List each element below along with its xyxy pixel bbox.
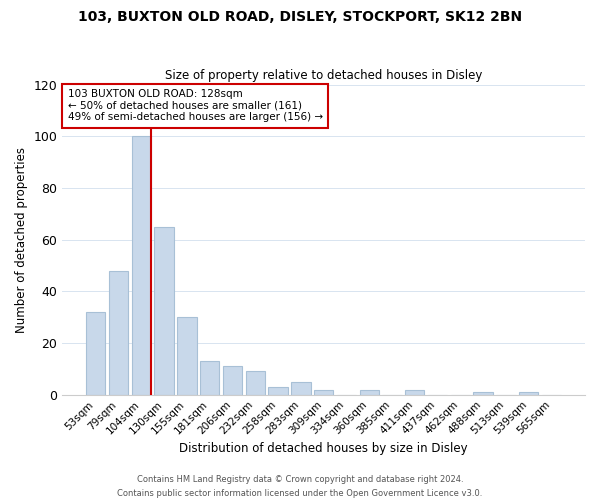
Text: 103 BUXTON OLD ROAD: 128sqm
← 50% of detached houses are smaller (161)
49% of se: 103 BUXTON OLD ROAD: 128sqm ← 50% of det… bbox=[68, 89, 323, 122]
Bar bbox=[291, 382, 311, 394]
X-axis label: Distribution of detached houses by size in Disley: Distribution of detached houses by size … bbox=[179, 442, 468, 455]
Text: 103, BUXTON OLD ROAD, DISLEY, STOCKPORT, SK12 2BN: 103, BUXTON OLD ROAD, DISLEY, STOCKPORT,… bbox=[78, 10, 522, 24]
Bar bbox=[200, 361, 220, 394]
Bar bbox=[268, 387, 288, 394]
Bar bbox=[177, 317, 197, 394]
Bar bbox=[223, 366, 242, 394]
Bar bbox=[519, 392, 538, 394]
Y-axis label: Number of detached properties: Number of detached properties bbox=[15, 146, 28, 332]
Bar bbox=[314, 390, 334, 394]
Bar bbox=[473, 392, 493, 394]
Bar bbox=[86, 312, 106, 394]
Bar bbox=[154, 226, 174, 394]
Text: Contains HM Land Registry data © Crown copyright and database right 2024.
Contai: Contains HM Land Registry data © Crown c… bbox=[118, 476, 482, 498]
Bar bbox=[109, 270, 128, 394]
Bar bbox=[405, 390, 424, 394]
Bar bbox=[359, 390, 379, 394]
Bar bbox=[245, 372, 265, 394]
Title: Size of property relative to detached houses in Disley: Size of property relative to detached ho… bbox=[165, 69, 482, 82]
Bar bbox=[131, 136, 151, 394]
